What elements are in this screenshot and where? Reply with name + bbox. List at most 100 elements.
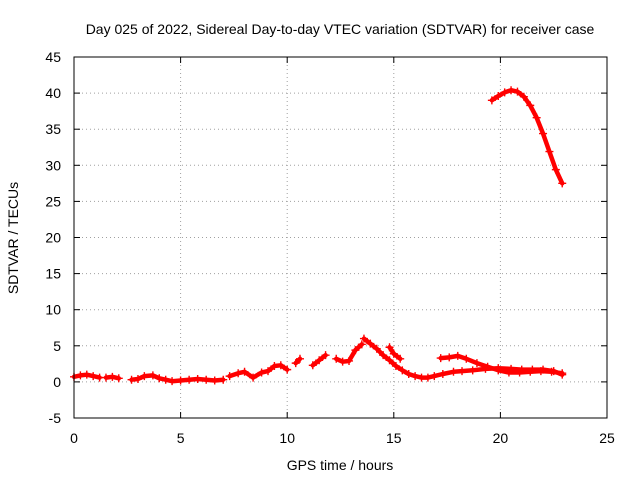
data-point <box>389 349 398 358</box>
data-point <box>379 351 388 360</box>
y-tick-label: 40 <box>45 85 61 101</box>
data-point <box>462 354 471 363</box>
series-arc-5 <box>291 354 304 368</box>
data-point <box>545 147 554 156</box>
y-tick-label: 10 <box>45 302 61 318</box>
data-point <box>351 346 360 355</box>
data-point <box>234 369 243 378</box>
data-point <box>430 372 439 381</box>
x-tick-label: 5 <box>177 430 185 446</box>
chart-title: Day 025 of 2022, Sidereal Day-to-day VTE… <box>86 21 595 37</box>
x-tick-label: 25 <box>599 430 615 446</box>
data-point <box>185 375 194 384</box>
data-point <box>168 377 177 386</box>
data-point <box>321 351 330 360</box>
data-point <box>398 366 407 375</box>
data-point <box>396 354 405 363</box>
data-point <box>458 367 467 376</box>
data-point <box>449 367 458 376</box>
data-point <box>551 165 560 174</box>
data-point <box>547 367 556 376</box>
data-point <box>176 376 185 385</box>
y-tick-label: 5 <box>53 338 61 354</box>
data-point <box>133 375 142 384</box>
y-tick-label: 25 <box>45 193 61 209</box>
series-arc-6 <box>308 351 330 370</box>
data-point <box>291 359 300 368</box>
data-point <box>436 354 445 363</box>
data-point <box>404 369 413 378</box>
x-tick-label: 0 <box>70 430 78 446</box>
data-point <box>500 88 509 97</box>
data-point <box>558 179 567 188</box>
grid <box>74 57 607 418</box>
data-series <box>70 86 567 386</box>
data-point <box>483 362 492 371</box>
y-tick-label: 35 <box>45 121 61 137</box>
data-point <box>526 367 535 376</box>
series-line <box>387 344 403 362</box>
data-point <box>532 113 541 122</box>
y-tick-label: 20 <box>45 230 61 246</box>
data-point <box>210 376 219 385</box>
data-point <box>249 373 258 382</box>
data-point <box>108 372 117 381</box>
series-arc-11 <box>487 86 567 188</box>
data-point <box>453 351 462 360</box>
series-line <box>489 87 565 186</box>
data-point <box>202 375 211 384</box>
data-point <box>193 375 202 384</box>
data-point <box>536 367 545 376</box>
data-point <box>515 368 524 377</box>
data-point <box>127 375 136 384</box>
data-point <box>219 375 228 384</box>
x-tick-label: 15 <box>386 430 402 446</box>
data-point <box>391 362 400 371</box>
data-point <box>89 372 98 381</box>
ticks <box>73 56 608 419</box>
y-axis-label: SDTVAR / TECUs <box>5 182 21 294</box>
data-point <box>372 344 381 353</box>
data-point <box>240 367 249 376</box>
data-point <box>283 365 292 374</box>
data-point <box>359 334 368 343</box>
series-arc-2 <box>101 372 123 383</box>
data-point <box>385 356 394 365</box>
series-arc-3 <box>127 371 228 386</box>
data-point <box>438 369 447 378</box>
data-point <box>558 369 567 378</box>
y-tick-label: -5 <box>49 410 62 426</box>
x-axis-label: GPS time / hours <box>287 457 394 473</box>
data-point <box>494 91 503 100</box>
data-point <box>357 340 366 349</box>
data-point <box>114 374 123 383</box>
x-tick-label: 10 <box>279 430 295 446</box>
y-tick-label: 15 <box>45 266 61 282</box>
data-point <box>148 371 157 380</box>
data-point <box>76 371 85 380</box>
data-point <box>513 87 522 96</box>
data-point <box>468 366 477 375</box>
data-point <box>411 372 420 381</box>
data-point <box>423 373 432 382</box>
series-arc-4 <box>225 361 292 382</box>
y-tick-label: 0 <box>53 374 61 390</box>
data-point <box>366 339 375 348</box>
data-point <box>140 372 149 381</box>
x-tick-label: 20 <box>493 430 509 446</box>
data-point <box>472 359 481 368</box>
data-point <box>519 92 528 101</box>
data-point <box>276 361 285 370</box>
data-point <box>161 375 170 384</box>
data-point <box>345 356 354 365</box>
data-point <box>539 129 548 138</box>
data-point <box>257 368 266 377</box>
y-tick-label: 45 <box>45 49 61 65</box>
data-point <box>295 354 304 363</box>
data-point <box>487 96 496 105</box>
data-point <box>338 357 347 366</box>
tick-labels: 0 5 10 15 20 25 -5 0 5 10 15 20 25 30 35 40 45 <box>45 49 615 446</box>
data-point <box>264 367 273 376</box>
data-point <box>507 86 516 95</box>
data-point <box>504 368 513 377</box>
